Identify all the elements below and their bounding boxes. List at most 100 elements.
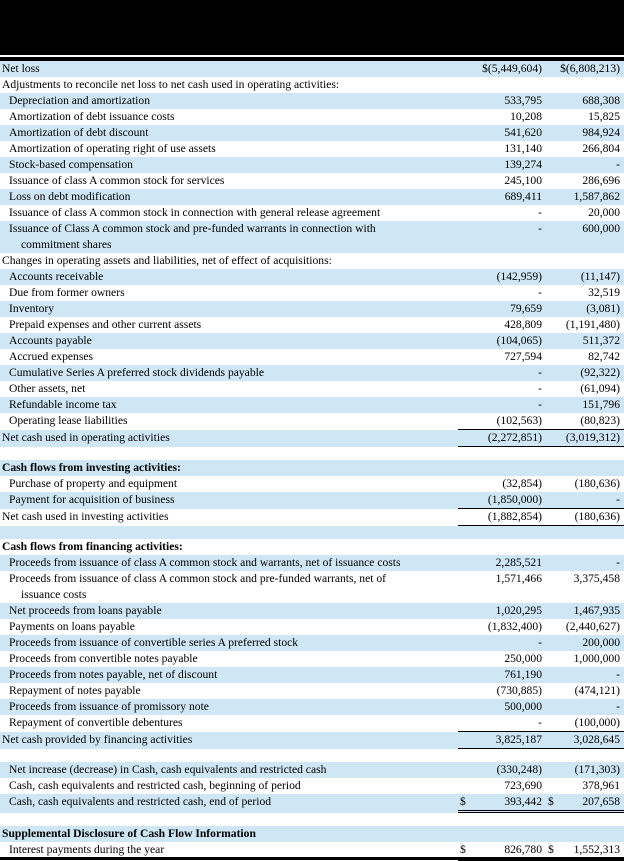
value-col-1: 761,190 bbox=[504, 668, 542, 681]
value-col-1: 10,208 bbox=[510, 110, 542, 123]
value-col-2: 32,519 bbox=[588, 286, 620, 299]
value-col-2: - bbox=[616, 668, 620, 681]
table-row: Cash flows from investing activities: bbox=[0, 460, 624, 476]
table-row: Net cash used in operating activities (2,… bbox=[0, 430, 624, 447]
value-col-1: (1,882,854) bbox=[458, 509, 546, 526]
value-col-2: 3,375,458 bbox=[573, 572, 620, 585]
row-label: Changes in operating assets and liabilit… bbox=[2, 254, 332, 267]
table-row: Due from former owners - 32,519 bbox=[0, 285, 624, 301]
row-label: Cash flows from investing activities: bbox=[2, 461, 181, 474]
value-col-1: 727,594 bbox=[504, 350, 542, 363]
table-row: Cash, cash equivalents and restricted ca… bbox=[0, 794, 624, 813]
value-col-2: - bbox=[616, 700, 620, 713]
top-banner-gap bbox=[0, 55, 624, 57]
row-label: Proceeds from notes payable, net of disc… bbox=[9, 668, 218, 681]
table-row: Supplemental Disclosure of Cash Flow Inf… bbox=[0, 826, 624, 842]
row-label: Payment for acquisition of business bbox=[9, 493, 175, 506]
value-col-1: 2,285,521 bbox=[495, 556, 542, 569]
spacer-row bbox=[0, 526, 624, 539]
table-row: Depreciation and amortization 533,795 688,… bbox=[0, 93, 624, 109]
value-col-1: $(5,449,604) bbox=[482, 62, 542, 75]
table-row: Issuance of Class A common stock and pre… bbox=[0, 221, 624, 253]
value-col-1: (1,850,000) bbox=[458, 492, 546, 509]
value-col-1: - bbox=[538, 398, 542, 411]
value-col-1: 500,000 bbox=[504, 700, 542, 713]
value-col-2: (11,147) bbox=[580, 270, 620, 283]
value-col-2: 3,028,645 bbox=[546, 732, 624, 749]
row-label: Accounts payable bbox=[9, 334, 92, 347]
value-col-1: $393,442 bbox=[458, 794, 546, 813]
value-col-1: (2,272,851) bbox=[458, 430, 546, 447]
spacer-row bbox=[0, 447, 624, 460]
row-label: Stock-based compensation bbox=[9, 158, 133, 171]
value-col-1: - bbox=[538, 206, 542, 219]
value-col-2: (2,440,627) bbox=[565, 620, 620, 633]
row-label: Net cash provided by financing activitie… bbox=[2, 733, 193, 746]
row-label: Due from former owners bbox=[9, 286, 125, 299]
row-label: Refundable income tax bbox=[9, 398, 117, 411]
value-col-2: - bbox=[616, 556, 620, 569]
table-row: Issuance of class A common stock for ser… bbox=[0, 173, 624, 189]
value-col-2: $(6,808,213) bbox=[560, 62, 620, 75]
value-col-1: - bbox=[538, 222, 542, 235]
value-col-2: 266,804 bbox=[582, 142, 620, 155]
row-label-continued: commitment shares bbox=[21, 238, 112, 251]
row-label: Net cash used in investing activities bbox=[2, 510, 169, 523]
value-col-1: 250,000 bbox=[504, 652, 542, 665]
value-col-1: (102,563) bbox=[458, 413, 546, 430]
row-label: Repayment of notes payable bbox=[9, 684, 141, 697]
value-col-1: 79,659 bbox=[510, 302, 542, 315]
value-col-2: (180,636) bbox=[574, 477, 620, 490]
table-row: Other assets, net - (61,094) bbox=[0, 381, 624, 397]
table-row: Adjustments to reconcile net loss to net… bbox=[0, 77, 624, 93]
value-col-2: 984,924 bbox=[582, 126, 620, 139]
value-text: 1,552,313 bbox=[573, 843, 620, 856]
value-col-2: (180,636) bbox=[546, 509, 624, 526]
top-banner-rule bbox=[0, 57, 624, 61]
value-col-1: - bbox=[538, 286, 542, 299]
row-label: Repayment of convertible debentures bbox=[9, 716, 183, 729]
value-col-2: (61,094) bbox=[580, 382, 620, 395]
value-col-2: 1,000,000 bbox=[573, 652, 620, 665]
row-label: Accrued expenses bbox=[9, 350, 94, 363]
value-col-2: 688,308 bbox=[582, 94, 620, 107]
value-col-1: (330,248) bbox=[496, 763, 542, 776]
value-col-1: (32,854) bbox=[502, 477, 542, 490]
top-banner-bar bbox=[0, 0, 624, 55]
row-label: Net proceeds from loans payable bbox=[9, 604, 162, 617]
value-col-2: 151,796 bbox=[582, 398, 620, 411]
cash-flow-table: Net loss $(5,449,604) $(6,808,213) Adjustme… bbox=[0, 61, 624, 861]
table-row: Loss on debt modification 689,411 1,587,86… bbox=[0, 189, 624, 205]
row-label: Accounts receivable bbox=[9, 270, 104, 283]
value-text: 826,780 bbox=[504, 843, 542, 856]
row-label: Adjustments to reconcile net loss to net… bbox=[2, 78, 340, 91]
value-col-2: (3,019,312) bbox=[546, 430, 624, 447]
table-row: Issuance of class A common stock in conn… bbox=[0, 205, 624, 221]
value-col-1: 245,100 bbox=[504, 174, 542, 187]
value-col-2: 15,825 bbox=[588, 110, 620, 123]
value-col-1: (142,959) bbox=[496, 270, 542, 283]
value-text: 207,658 bbox=[582, 795, 620, 808]
row-label: Issuance of Class A common stock and pre… bbox=[0, 221, 458, 253]
value-col-1: (730,885) bbox=[496, 684, 542, 697]
table-row: Net cash used in investing activities (1,… bbox=[0, 509, 624, 526]
value-col-1: 689,411 bbox=[504, 190, 542, 203]
table-row: Repayment of notes payable (730,885) (474,… bbox=[0, 683, 624, 699]
value-col-2: (474,121) bbox=[574, 684, 620, 697]
currency-symbol: $ bbox=[460, 795, 466, 808]
table-row: Net loss $(5,449,604) $(6,808,213) bbox=[0, 61, 624, 77]
value-col-1: 541,620 bbox=[504, 126, 542, 139]
table-row: Proceeds from issuance of class A common… bbox=[0, 571, 624, 603]
table-row: Repayment of convertible debentures - (100… bbox=[0, 715, 624, 732]
value-col-2: $207,658 bbox=[546, 794, 624, 813]
value-text: 393,442 bbox=[504, 795, 542, 808]
row-label: Supplemental Disclosure of Cash Flow Inf… bbox=[2, 827, 256, 840]
value-col-1: 3,825,187 bbox=[458, 732, 546, 749]
table-row: Operating lease liabilities (102,563) (80,… bbox=[0, 413, 624, 430]
row-label: Loss on debt modification bbox=[9, 190, 131, 203]
table-row: Proceeds from issuance of class A common… bbox=[0, 555, 624, 571]
table-row: Cash flows from financing activities: bbox=[0, 539, 624, 555]
row-label: Issuance of class A common stock for ser… bbox=[9, 174, 225, 187]
table-row: Purchase of property and equipment (32,85… bbox=[0, 476, 624, 492]
currency-symbol: $ bbox=[548, 795, 554, 808]
